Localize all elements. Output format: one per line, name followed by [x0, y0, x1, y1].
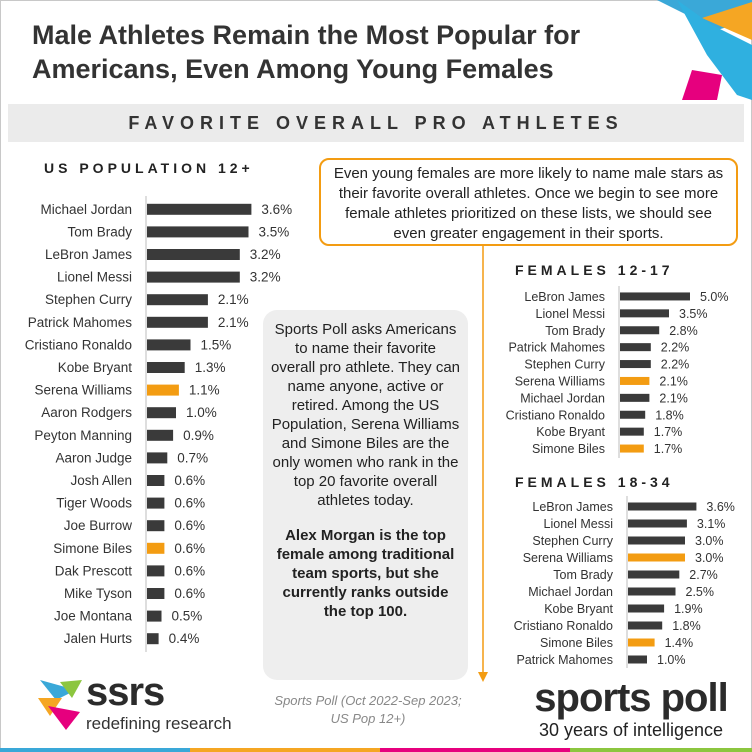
us-pop-heading: US POPULATION 12+	[44, 160, 254, 176]
subtitle-bar: FAVORITE OVERALL PRO ATHLETES	[8, 104, 744, 142]
source-note: Sports Poll (Oct 2022-Sep 2023; US Pop 1…	[274, 693, 462, 726]
note-bold: Alex Morgan is the top female among trad…	[276, 527, 455, 620]
sports-poll-tagline: 30 years of intelligence	[538, 720, 724, 740]
note-box: Sports Poll asks Americans to name their…	[263, 310, 468, 680]
page-title: Male Athletes Remain the Most Popular fo…	[32, 20, 581, 84]
callout-box: Even young females are more likely to na…	[319, 158, 738, 246]
corner-decoration	[657, 0, 752, 100]
ssrs-tagline: redefining research	[86, 714, 232, 733]
ssrs-mark-icon	[38, 680, 82, 730]
ssrs-logo: ssrs redefining research	[36, 670, 236, 740]
note-body: Sports Poll asks Americans to name their…	[271, 321, 461, 509]
sports-poll-wordmark: sports poll	[534, 676, 728, 720]
females-18-34-heading: FEMALES 18-34	[515, 474, 674, 490]
sports-poll-logo: sports poll 30 years of intelligence	[520, 676, 742, 740]
bottom-color-stripe	[0, 748, 752, 752]
females-12-17-heading: FEMALES 12-17	[515, 262, 674, 278]
ssrs-wordmark: ssrs	[86, 670, 165, 714]
chart-subtitle: FAVORITE OVERALL PRO ATHLETES	[128, 113, 624, 133]
